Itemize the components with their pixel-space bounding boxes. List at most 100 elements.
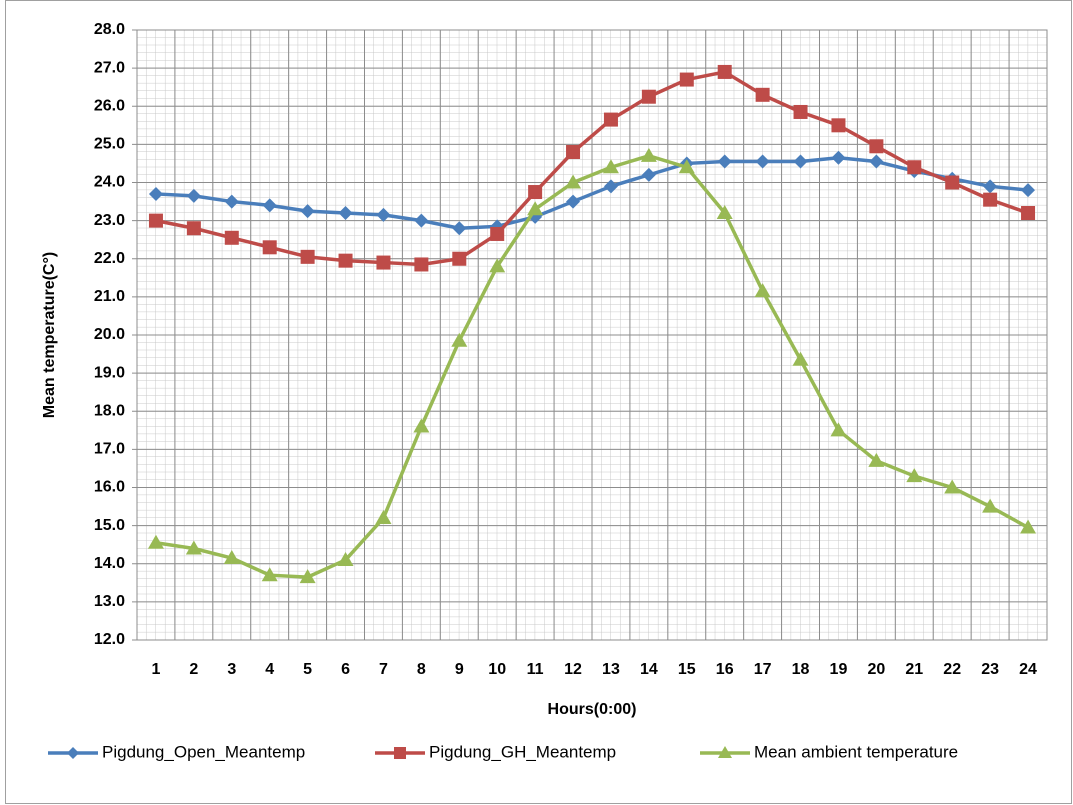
marker [528, 185, 543, 200]
marker [792, 351, 809, 366]
marker [906, 468, 923, 483]
x-axis-title: Hours(0:00) [548, 701, 637, 718]
marker [983, 179, 998, 194]
marker [489, 258, 506, 273]
x-tick-label: 7 [379, 661, 388, 678]
x-tick-label: 8 [417, 661, 426, 678]
x-tick-label: 23 [981, 661, 999, 678]
marker [186, 188, 201, 203]
marker [186, 221, 201, 236]
legend-label: Mean ambient temperature [754, 742, 958, 761]
marker [490, 226, 505, 241]
x-tick-label: 11 [527, 661, 544, 678]
marker [602, 159, 619, 174]
marker [338, 206, 353, 220]
x-tick-label: 15 [678, 661, 696, 678]
y-tick-label: 19.0 [94, 364, 125, 381]
marker [603, 179, 618, 194]
y-tick-label: 16.0 [94, 479, 125, 496]
x-tick-label: 24 [1019, 661, 1037, 678]
marker [679, 72, 694, 87]
y-tick-label: 14.0 [94, 555, 125, 572]
marker [223, 550, 240, 565]
marker [718, 746, 732, 758]
marker [641, 89, 656, 104]
marker [565, 174, 582, 189]
marker [755, 87, 770, 102]
y-tick-label: 20.0 [94, 326, 125, 343]
y-tick-label: 12.0 [94, 631, 125, 648]
x-tick-label: 3 [227, 661, 236, 678]
marker [185, 540, 202, 555]
marker [678, 159, 695, 174]
marker [717, 154, 732, 169]
marker [452, 221, 467, 236]
x-tick-label: 6 [341, 661, 350, 678]
marker [603, 112, 618, 127]
marker [793, 154, 808, 169]
marker [1021, 206, 1036, 220]
marker [413, 418, 430, 433]
y-tick-label: 25.0 [94, 136, 125, 153]
marker [641, 167, 656, 182]
marker [394, 747, 406, 759]
x-tick-label: 21 [905, 661, 923, 678]
marker [67, 747, 79, 759]
x-tick-label: 14 [640, 661, 658, 678]
series-line [155, 155, 1029, 230]
marker [830, 422, 847, 437]
marker [262, 198, 277, 213]
marker [945, 175, 960, 190]
x-tick-label: 12 [564, 661, 582, 678]
marker [148, 186, 163, 201]
marker [982, 498, 999, 513]
y-tick-label: 22.0 [94, 250, 125, 267]
marker [224, 194, 239, 209]
marker [338, 253, 353, 268]
marker [337, 551, 354, 566]
marker [755, 154, 770, 169]
x-tick-label: 18 [792, 661, 810, 678]
marker [300, 249, 315, 264]
y-axis-title: Mean temperature(C°) [41, 252, 58, 418]
x-tick-label: 4 [265, 661, 274, 678]
x-tick-label: 1 [152, 661, 161, 678]
marker [754, 283, 771, 298]
marker [793, 104, 808, 119]
marker [414, 257, 429, 272]
y-tick-label: 24.0 [94, 174, 125, 191]
marker [148, 213, 163, 228]
x-tick-label: 13 [602, 661, 620, 678]
marker [640, 147, 657, 162]
marker [375, 510, 392, 524]
x-tick-label: 19 [830, 661, 848, 678]
marker [1021, 183, 1036, 198]
x-tick-label: 22 [943, 661, 961, 678]
x-tick-label: 2 [189, 661, 198, 678]
marker [907, 160, 922, 175]
y-tick-label: 18.0 [94, 402, 125, 419]
marker [566, 145, 581, 159]
x-tick-label: 5 [303, 661, 312, 678]
marker [869, 139, 884, 154]
y-tick-label: 13.0 [94, 593, 125, 610]
marker [451, 332, 468, 347]
marker [262, 240, 277, 255]
marker [566, 194, 581, 209]
plot-border [136, 29, 1048, 641]
series-line [155, 154, 1029, 579]
marker [831, 118, 846, 133]
y-tick-label: 27.0 [94, 59, 125, 76]
marker [376, 255, 391, 270]
marker [869, 154, 884, 169]
y-tick-label: 28.0 [94, 21, 125, 38]
x-tick-label: 17 [754, 661, 772, 678]
marker [261, 567, 278, 582]
x-tick-label: 10 [488, 661, 506, 678]
marker [414, 213, 429, 228]
marker [224, 230, 239, 245]
marker [831, 150, 846, 165]
marker [1020, 519, 1037, 534]
marker [452, 251, 467, 266]
